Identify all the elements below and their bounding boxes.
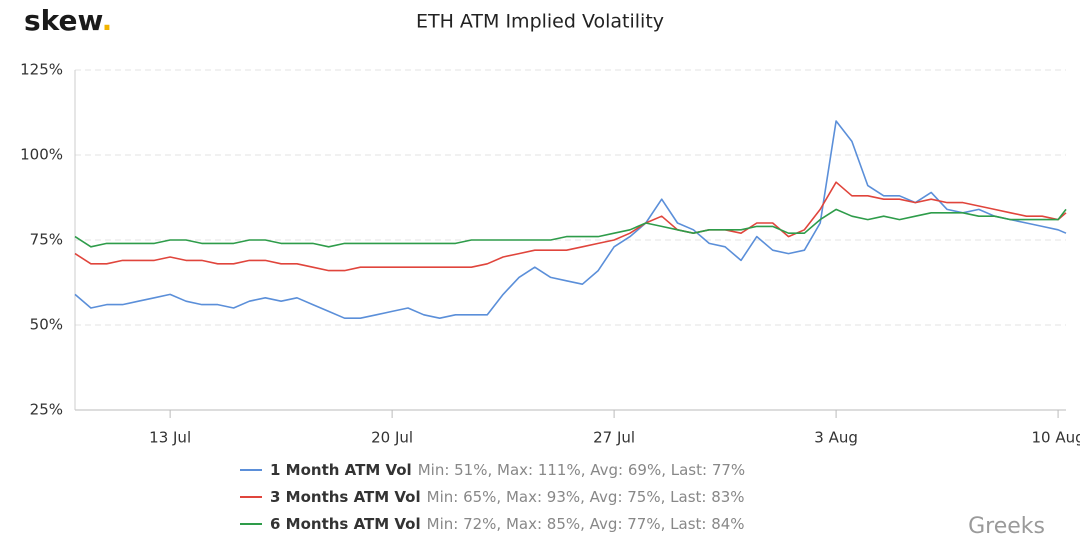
logo-dot: . (102, 4, 113, 37)
watermark: Greeks (968, 514, 1045, 539)
legend-name: 1 Month ATM Vol (270, 461, 412, 479)
series-line (74, 120, 1067, 319)
legend-stats: Min: 51%, Max: 111%, Avg: 69%, Last: 77% (418, 461, 745, 479)
y-tick-label: 25% (30, 401, 63, 419)
legend-name: 3 Months ATM Vol (270, 488, 421, 506)
x-tick-label: 13 Jul (149, 429, 191, 447)
series-line (74, 208, 1067, 248)
logo: skew. (24, 4, 112, 37)
y-tick-label: 100% (20, 146, 63, 164)
x-tick-label: 20 Jul (371, 429, 413, 447)
y-tick-label: 125% (20, 61, 63, 79)
legend-entry: 1 Month ATM Vol Min: 51%, Max: 111%, Avg:… (270, 461, 745, 479)
chart-title: ETH ATM Implied Volatility (416, 11, 664, 33)
x-tick-label: 3 Aug (814, 429, 858, 447)
y-tick-label: 50% (30, 316, 63, 334)
legend-stats: Min: 72%, Max: 85%, Avg: 77%, Last: 84% (427, 515, 745, 533)
series-line (74, 181, 1067, 272)
y-tick-label: 75% (30, 231, 63, 249)
logo-word: skew (24, 4, 103, 37)
legend-entry: 6 Months ATM Vol Min: 72%, Max: 85%, Avg:… (270, 515, 745, 533)
x-tick-label: 27 Jul (593, 429, 635, 447)
legend-entry: 3 Months ATM Vol Min: 65%, Max: 93%, Avg:… (270, 488, 745, 506)
legend-stats: Min: 65%, Max: 93%, Avg: 75%, Last: 83% (427, 488, 745, 506)
x-tick-label: 10 Aug (1031, 429, 1080, 447)
legend-name: 6 Months ATM Vol (270, 515, 421, 533)
